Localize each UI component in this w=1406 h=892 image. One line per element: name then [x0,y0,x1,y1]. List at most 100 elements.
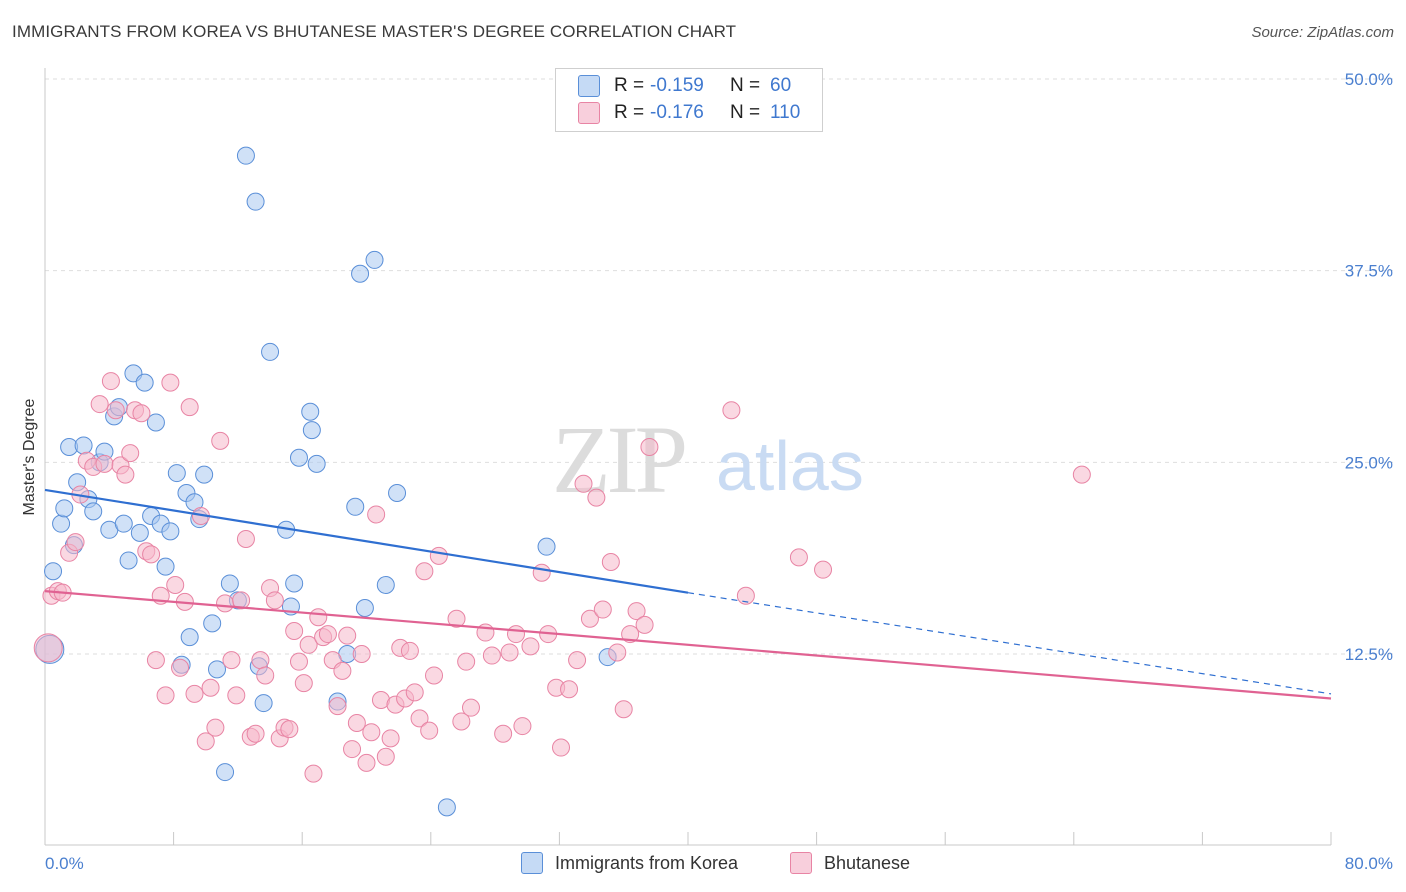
bhutanese-point [789,548,808,567]
bhutanese-point [568,651,587,670]
korea-point [302,421,321,440]
korea-point [388,484,407,502]
bhutanese-point [196,732,215,751]
korea-point [261,342,280,361]
bhutanese-point [482,646,501,665]
korea-point [156,557,175,576]
y-tick-label: 50.0% [1345,70,1393,89]
korea-point [376,576,395,594]
bhutanese-point [494,724,513,743]
y-tick-label: 25.0% [1345,453,1393,472]
bhutanese-point [814,560,833,579]
korea-point [161,522,180,541]
gridlines [45,78,1393,655]
bhutanese-point [116,465,135,484]
legend-swatch-bhutanese [578,102,600,124]
korea-point [55,499,74,518]
korea-point [135,373,154,392]
bottom-legend-korea: Immigrants from Korea [521,852,738,874]
bhutanese-point [265,591,284,610]
bhutanese-point [621,625,640,644]
watermark-zip: ZIP [552,406,685,513]
korea-point [437,798,456,817]
bhutanese-point [532,563,551,582]
korea-trend-extension [687,592,1332,695]
bhutanese-point [33,633,63,663]
bhutanese-point [357,753,376,772]
korea-point [220,574,239,593]
bhutanese-point [206,718,225,737]
bottom-legend-swatch-korea [521,852,543,874]
bhutanese-point [614,700,633,719]
bhutanese-point [106,401,125,420]
bhutanese-point [1072,465,1091,484]
bhutanese-point [367,505,386,524]
bhutanese-point [211,431,230,450]
korea-point [44,562,63,581]
bhutanese-point [285,622,304,640]
bhutanese-point [362,723,381,742]
legend-n-label: N = [730,102,761,123]
korea-point [236,146,255,165]
bhutanese-point [222,651,241,670]
bhutanese-point [635,615,654,634]
bhutanese-point [246,724,265,743]
bhutanese-point [256,666,275,685]
chart-title: IMMIGRANTS FROM KOREA VS BHUTANESE MASTE… [12,22,737,41]
bhutanese-point [461,698,480,717]
bhutanese-point [400,641,419,660]
bhutanese-point [601,553,620,571]
bhutanese-point [640,438,659,456]
bhutanese-point [580,609,599,628]
korea-point [254,694,273,713]
bhutanese-point [513,717,532,736]
bhutanese-point [142,545,161,564]
legend-r-value: -0.176 [650,102,704,123]
bhutanese-point [66,533,85,552]
korea-point [52,514,71,533]
bhutanese-point [280,720,299,739]
bhutanese-point [90,395,109,414]
bhutanese-point [521,637,540,656]
bhutanese-point [420,721,439,740]
bhutanese-point [343,740,362,759]
korea-point [130,523,149,542]
bhutanese-point [722,401,741,420]
bhutanese-point [171,658,190,677]
korea-point [119,551,138,570]
bhutanese-point [447,609,466,628]
bhutanese-point [574,474,593,493]
bhutanese-point [381,729,400,748]
x-tick-label-max: 80.0% [1345,854,1393,873]
bhutanese-point [166,576,185,594]
bhutanese-point [429,546,448,565]
korea-point [365,250,384,269]
bottom-legend-swatch-bhutanese [790,852,812,874]
legend-row-korea: R = -0.159 N = 60 [556,73,791,99]
korea-point [537,537,556,556]
y-tick-label: 12.5% [1345,645,1393,664]
bhutanese-point [309,608,328,627]
source-label: Source: ZipAtlas.com [1251,24,1394,41]
bottom-legend-bhutanese: Bhutanese [790,852,910,874]
korea-point [167,464,186,483]
korea-point [208,660,227,679]
bhutanese-point [452,712,471,731]
bhutanese-point [236,530,255,548]
bhutanese-point [500,643,519,662]
korea-point [203,614,222,633]
bhutanese-point [289,652,308,671]
bhutanese-point [338,626,357,645]
korea-point [246,192,265,211]
bhutanese-point [593,600,612,619]
bhutanese-point [304,764,323,783]
bhutanese-point [333,661,352,680]
korea-point [355,599,374,617]
y-tick-label: 37.5% [1345,262,1393,281]
legend-n-value: 60 [770,75,792,96]
bhutanese-point [227,686,246,705]
legend: R = -0.159 N = 60 R = -0.176 N = 110 [555,68,823,132]
korea-point [84,502,103,521]
bhutanese-trend-line [44,590,1332,700]
